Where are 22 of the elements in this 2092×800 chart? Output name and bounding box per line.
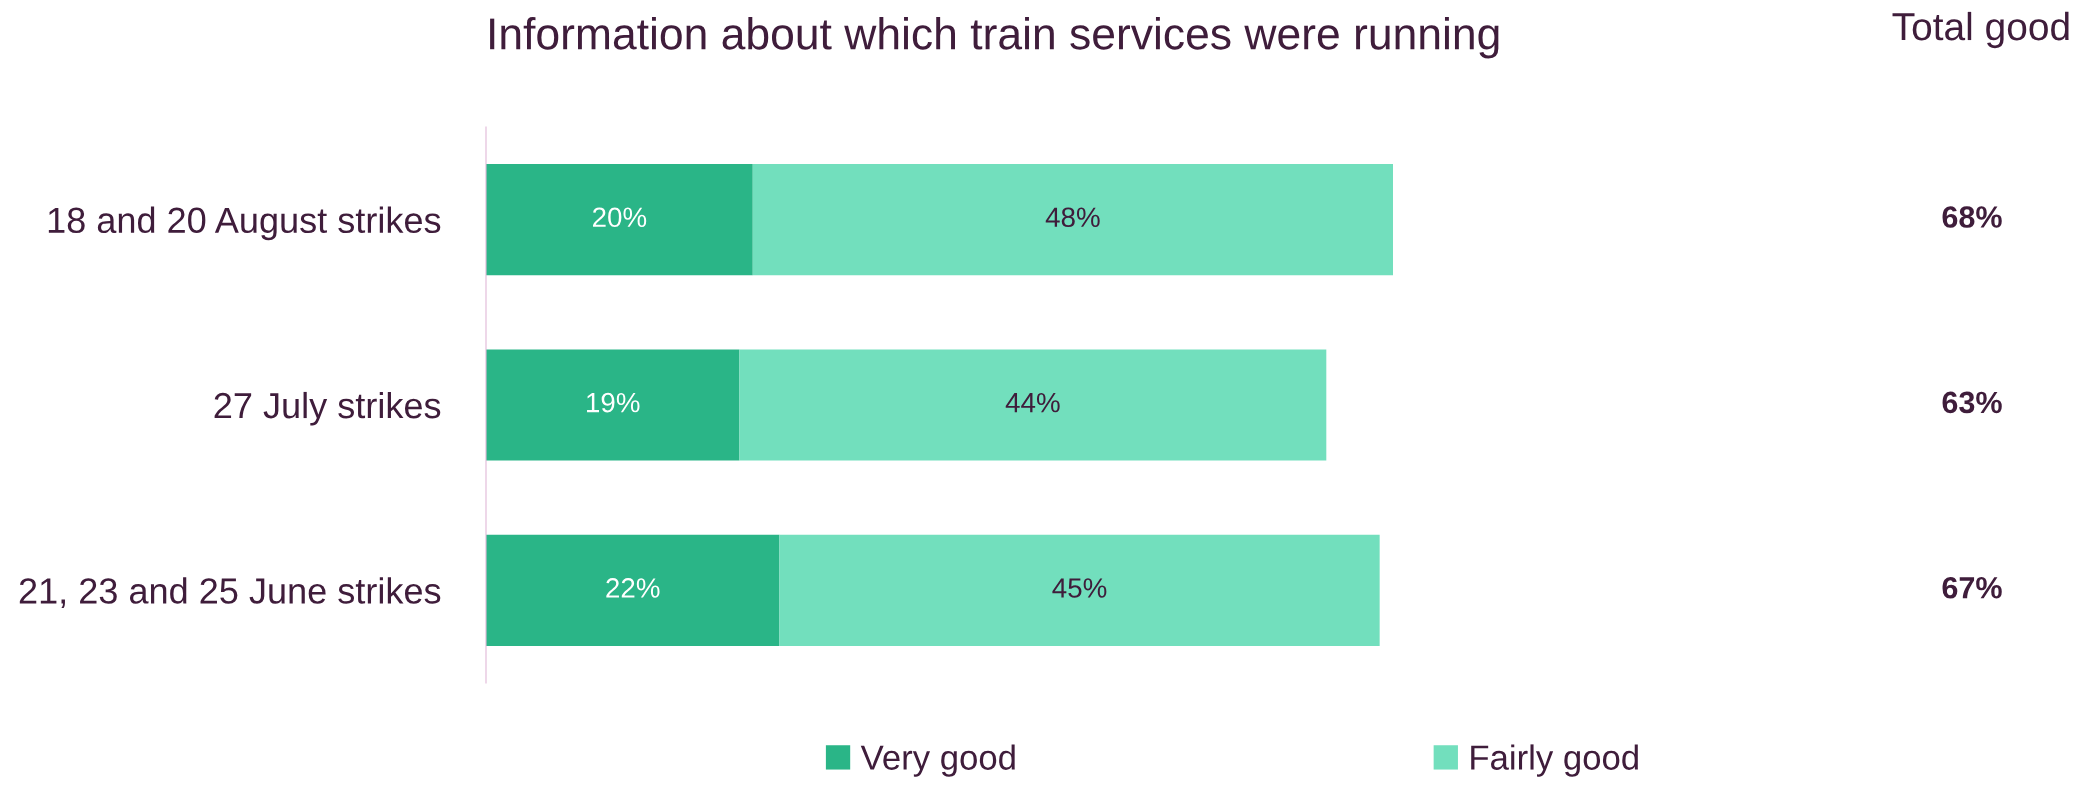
legend-label: Fairly good [1471, 744, 1638, 777]
bar [739, 349, 1327, 461]
data-label: 45% [1052, 578, 1107, 598]
text: 67% [1942, 576, 2002, 599]
data-label: 44% [1005, 392, 1060, 413]
y-tick-label: 21, 23 and 25 June strikes [19, 577, 441, 609]
bar [752, 164, 1393, 276]
data-label: 20% [592, 207, 647, 228]
chart-title: Information about which train services were running [490, 17, 1499, 59]
text: 68% [1942, 206, 2002, 228]
bar [486, 349, 740, 461]
bar [486, 164, 753, 276]
data-label: 48% [1045, 207, 1100, 228]
y-tick-label: 27 July strikes [214, 391, 441, 426]
data-label: 22% [606, 578, 660, 598]
legend-label: Very good [860, 744, 1015, 777]
text: 63% [1942, 391, 2002, 414]
y-tick-label: 18 and 20 August strikes [48, 206, 441, 241]
bar [486, 534, 780, 646]
data-label: 19% [587, 392, 640, 413]
text: Total good [1892, 11, 2069, 49]
bar [779, 534, 1380, 646]
